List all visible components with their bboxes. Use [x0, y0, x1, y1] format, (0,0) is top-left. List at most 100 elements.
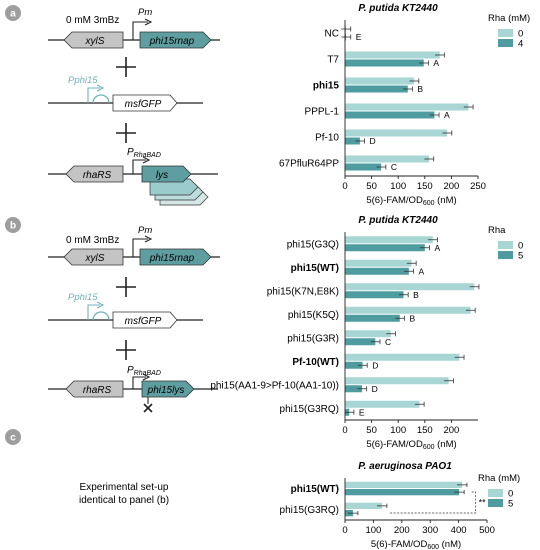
svg-text:identical to panel (b): identical to panel (b) — [79, 495, 169, 506]
bar-4 — [345, 59, 424, 67]
bar-5 — [345, 361, 363, 369]
bar-0 — [345, 353, 460, 361]
legend-swatch-0 — [498, 241, 513, 249]
svg-text:phi15lys: phi15lys — [147, 385, 185, 396]
svg-text:0 mM 3mBz: 0 mM 3mBz — [66, 235, 119, 246]
x-tick-label: 100 — [390, 425, 406, 436]
bar-0 — [345, 103, 469, 111]
error-bar — [395, 315, 405, 321]
x-tick-label: 0 — [342, 525, 347, 536]
legend-label-4: 4 — [518, 39, 523, 50]
error-bar — [414, 401, 425, 407]
x-axis-label: 5(6)-FAM/OD600 (nM) — [366, 195, 456, 207]
group-label: E — [359, 407, 365, 417]
bar-4 — [345, 163, 382, 171]
bar-0 — [345, 481, 463, 488]
plus-sign-a2 — [116, 123, 136, 143]
plus-sign-b2 — [116, 340, 136, 360]
category-label: PPPL-1 — [305, 107, 340, 118]
category-label: phi15(G3R) — [287, 333, 339, 344]
legend-label-5: 5 — [508, 499, 513, 510]
error-bar — [344, 409, 355, 415]
error-bar — [442, 130, 453, 136]
svg-text:b: b — [10, 221, 16, 232]
bar-0 — [345, 377, 449, 385]
group-label: D — [372, 384, 378, 394]
x-tick-label: 200 — [443, 181, 459, 192]
bar-5 — [345, 314, 400, 322]
error-bar — [457, 482, 468, 487]
group-label: B — [413, 290, 419, 300]
category-label: phi15(G3Q) — [287, 239, 339, 250]
category-label: NC — [325, 29, 339, 40]
legend-swatch-4 — [498, 39, 513, 47]
bar-4 — [345, 85, 408, 93]
svg-text:Experimental set-up: Experimental set-up — [80, 482, 169, 493]
x-tick-label: 400 — [451, 525, 467, 536]
svg-text:rhaRS: rhaRS — [83, 385, 112, 396]
x-tick-label: 100 — [390, 181, 406, 192]
legend-title: Rha (mM) — [488, 13, 530, 24]
x-tick-label: 50 — [366, 181, 377, 192]
svg-text:xylS: xylS — [85, 253, 105, 264]
bar-0 — [345, 51, 440, 59]
svg-text:a: a — [10, 9, 16, 20]
error-bar — [406, 260, 417, 266]
plus-sign-a1 — [116, 57, 136, 77]
error-bar — [469, 284, 480, 290]
category-label: Pf-10 — [315, 133, 339, 144]
construct-a-row3: PRhaBAD rhaRS lys — [48, 147, 218, 206]
legend-label-0: 0 — [518, 29, 523, 40]
x-tick-label: 200 — [394, 525, 410, 536]
legend-swatch-0 — [488, 489, 503, 497]
x-tick-label: 0 — [342, 181, 347, 192]
significance-label: ** — [479, 498, 487, 508]
category-label: phi15 — [313, 81, 340, 92]
gene-arrow-left — [63, 31, 124, 49]
svg-text:rhaRS: rhaRS — [83, 170, 112, 181]
panel-badge-c: c — [5, 429, 21, 445]
error-bar — [409, 78, 420, 84]
group-label: D — [370, 136, 376, 146]
bar-0 — [345, 259, 412, 267]
category-label: T7 — [327, 55, 339, 66]
bar-0 — [345, 236, 433, 244]
x-tick-label: 300 — [422, 525, 438, 536]
category-label: phi15(WT) — [291, 484, 339, 495]
error-bar — [347, 511, 359, 516]
x-tick-label: 150 — [417, 425, 433, 436]
panel-badge-a: a — [5, 5, 21, 21]
category-label: phi15(G3RQ) — [280, 404, 339, 415]
inducer-label: 0 mM 3mBz — [66, 15, 119, 26]
legend-swatch-5 — [488, 499, 503, 507]
error-bar — [404, 268, 414, 274]
construct-a-row2: Pphi15 msfGFP — [48, 75, 203, 112]
no-release-cross-icon — [143, 397, 153, 413]
panel-badge-b: b — [5, 217, 21, 233]
x-tick-label: 250 — [470, 181, 486, 192]
svg-text:msfGFP: msfGFP — [125, 316, 162, 327]
group-label: A — [433, 58, 439, 68]
legend-label-5: 5 — [518, 251, 523, 262]
svg-text:Pm: Pm — [138, 225, 152, 236]
svg-text:xylS: xylS — [85, 36, 105, 47]
error-bar — [376, 164, 387, 170]
svg-text:lys: lys — [156, 170, 168, 181]
svg-text:Pm: Pm — [138, 7, 152, 18]
svg-text:phi15rnap: phi15rnap — [149, 36, 195, 47]
error-bar — [398, 292, 409, 298]
chart-title: P. putida KT2440 — [358, 3, 438, 14]
legend-swatch-5 — [498, 251, 513, 259]
category-label: phi15(AA1-9>Pf-10(AA1-10)) — [210, 380, 339, 391]
bar-0 — [345, 330, 391, 338]
bar-5 — [345, 267, 409, 275]
category-label: 67PfluR64PP — [279, 159, 339, 170]
error-bar — [424, 156, 435, 162]
construct-b-row2: Pphi15 msfGFP — [48, 292, 203, 329]
x-tick-label: 0 — [342, 425, 347, 436]
bar-0 — [345, 283, 475, 291]
error-bar — [403, 86, 413, 92]
